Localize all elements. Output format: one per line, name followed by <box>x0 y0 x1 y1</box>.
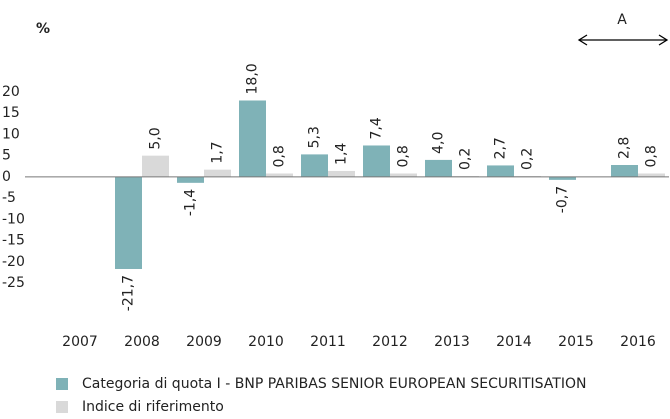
bar <box>115 176 142 269</box>
bar <box>390 173 417 177</box>
x-tick-label: 2010 <box>248 334 284 350</box>
y-tick-label: -20 <box>2 254 25 270</box>
y-tick-label: 15 <box>2 105 20 121</box>
y-tick-label: -15 <box>2 233 25 249</box>
data-label: 0,8 <box>396 145 412 167</box>
data-label: 1,7 <box>210 141 226 163</box>
y-tick-label: 20 <box>2 84 20 100</box>
legend-label: Indice di riferimento <box>82 399 224 415</box>
x-tick-label: 2016 <box>620 334 656 350</box>
bar <box>638 173 665 177</box>
bar <box>549 176 576 180</box>
x-tick-label: 2009 <box>186 334 222 350</box>
data-label: 0,2 <box>458 148 474 170</box>
x-tick-label: 2012 <box>372 334 408 350</box>
bar <box>425 159 452 177</box>
annotation-arrow <box>577 34 669 46</box>
bar <box>204 169 231 177</box>
data-label: 0,2 <box>520 148 536 170</box>
data-label: 7,4 <box>369 117 385 139</box>
bar <box>177 176 204 183</box>
data-label: 0,8 <box>272 145 288 167</box>
bar <box>239 100 266 177</box>
bar <box>487 165 514 177</box>
x-tick-label: 2013 <box>434 334 470 350</box>
bar <box>266 173 293 177</box>
legend-swatch <box>56 378 68 390</box>
y-tick-label: -5 <box>2 190 16 206</box>
data-label: 1,4 <box>334 143 350 165</box>
bar <box>328 170 355 177</box>
x-tick-label: 2015 <box>558 334 594 350</box>
y-tick-label: -25 <box>2 275 25 291</box>
data-label: 4,0 <box>431 132 447 154</box>
y-tick-label: 10 <box>2 126 20 142</box>
bar <box>301 154 328 177</box>
x-tick-label: 2008 <box>124 334 160 350</box>
y-tick-label: 5 <box>2 148 11 164</box>
data-label: -1,4 <box>183 189 199 216</box>
bar <box>142 155 169 177</box>
bar <box>611 165 638 177</box>
data-label: -21,7 <box>121 275 137 311</box>
data-label: 2,7 <box>493 137 509 159</box>
y-tick-label: -10 <box>2 211 25 227</box>
x-tick-label: 2011 <box>310 334 346 350</box>
y-tick-label: 0 <box>2 169 11 185</box>
data-label: 5,0 <box>148 127 164 149</box>
bar <box>363 145 390 177</box>
x-tick-label: 2007 <box>62 334 98 350</box>
legend-swatch <box>56 401 68 413</box>
data-label: 5,3 <box>307 126 323 148</box>
unit-label: % <box>36 21 50 37</box>
legend-label: Categoria di quota I - BNP PARIBAS SENIO… <box>82 376 586 392</box>
data-label: 2,8 <box>617 137 633 159</box>
data-label: -0,7 <box>555 186 571 213</box>
annotation: A <box>617 12 627 28</box>
x-tick-label: 2014 <box>496 334 532 350</box>
data-label: 18,0 <box>245 63 261 94</box>
data-label: 0,8 <box>644 145 660 167</box>
